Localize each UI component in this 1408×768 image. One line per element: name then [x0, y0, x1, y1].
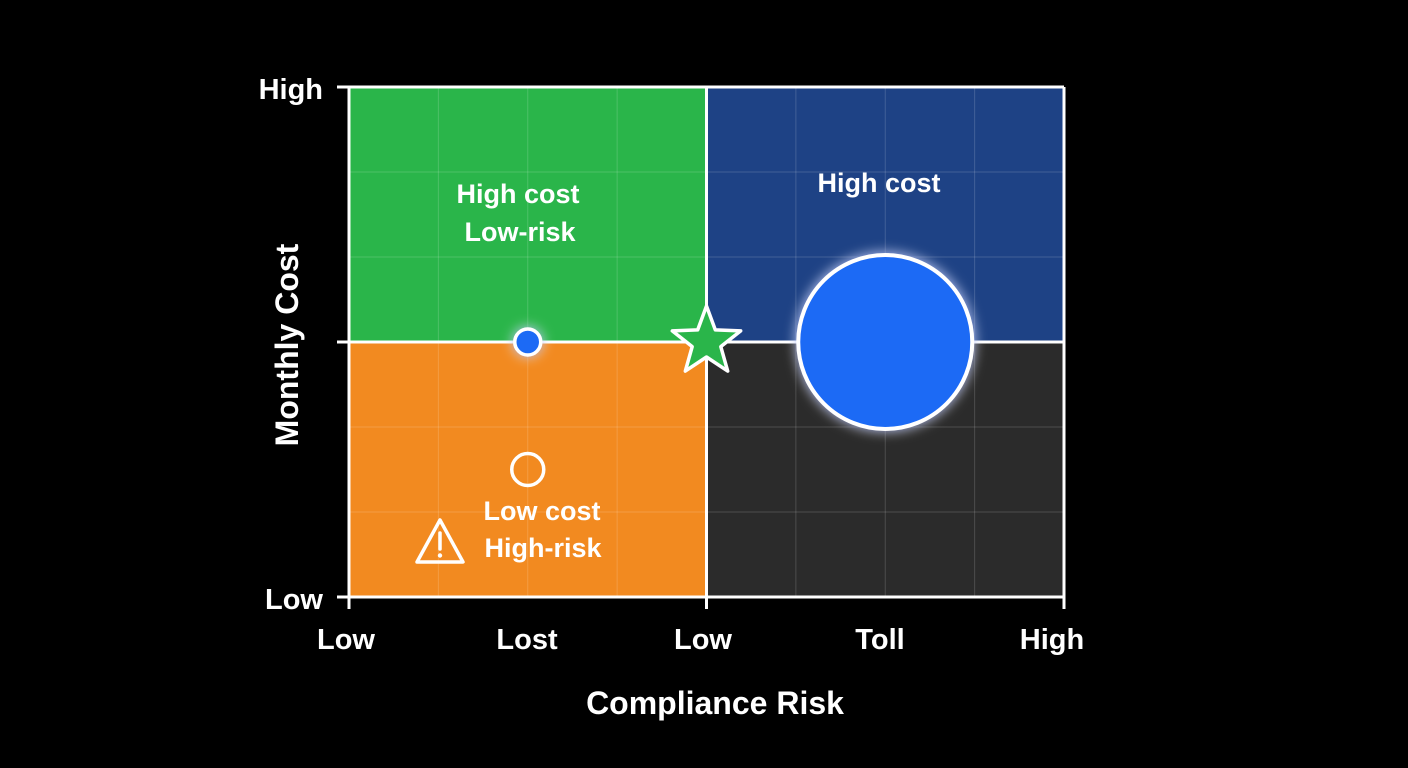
data-points [510, 253, 975, 488]
x-tick-label: Lost [496, 624, 558, 656]
star-marker [670, 304, 743, 373]
quadrant-tl-line1: High cost [456, 179, 579, 209]
warning-icon [415, 518, 465, 564]
quadrant-bl-line1: Low cost [483, 496, 600, 526]
quadrant-tr-line1: High cost [817, 168, 940, 198]
tick-labels: Low Lost Low Toll High High Low [259, 74, 1085, 656]
large-bubble-point [796, 253, 975, 431]
x-tick-label: Low [317, 624, 375, 656]
x-tick-label: Toll [855, 624, 904, 656]
y-tick-label: Low [265, 584, 323, 616]
y-tick-label: High [259, 74, 323, 106]
quadrant-bl-line2: High-risk [484, 533, 602, 563]
x-axis-title: Compliance Risk [586, 685, 844, 721]
quadrant-labels: High cost Low-risk High cost Low cost Hi… [456, 168, 940, 563]
x-tick-label: Low [674, 624, 732, 656]
quadrant-tl-line2: Low-risk [464, 217, 576, 247]
quadrant-high-cost-low-risk [349, 87, 707, 342]
small-circle-point [513, 327, 543, 357]
y-axis-title: Monthly Cost [269, 243, 305, 446]
hollow-circle-point [510, 451, 546, 488]
x-tick-label: High [1020, 624, 1084, 656]
quadrant-low-cost-high-risk [349, 342, 707, 597]
